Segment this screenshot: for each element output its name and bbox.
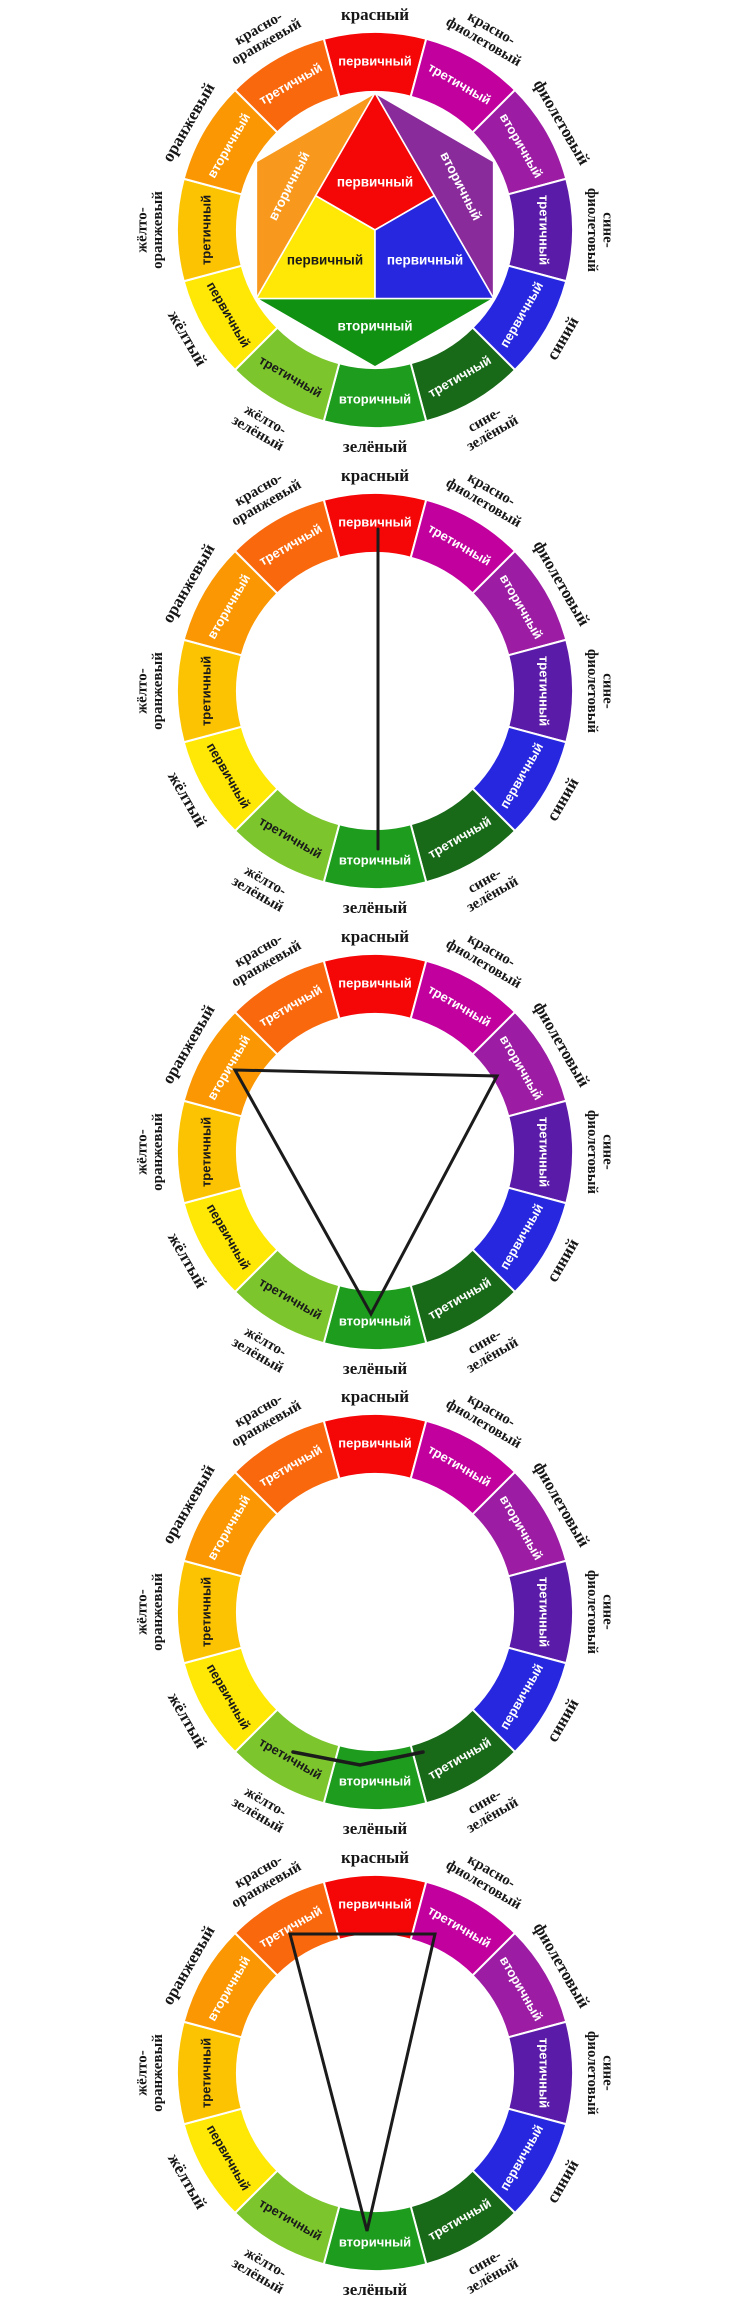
wheel-5-tier-label-green: вторичный <box>339 2235 411 2250</box>
wheel-3-segment-red-orange <box>233 959 341 1056</box>
wheel-2-tier-label-yellow-orange: третичный <box>199 656 214 726</box>
wheel-5-name-yellow-orange: жёлто-оранжевый <box>135 2034 166 2112</box>
wheel-3-tier-label-green: вторичный <box>339 1313 411 1328</box>
color-wheel-4-analogous: первичный третичныйвторичныйтретичныйперв… <box>135 1387 616 1838</box>
wheel-5-name-blue-green: сине-зелёный <box>456 2242 521 2298</box>
wheel-4-tier-label-green: вторичный <box>339 1774 411 1789</box>
wheel-3-name-yellow-green: жёлто-зелёный <box>229 1321 294 1377</box>
wheel-1-core-label-green: вторичный <box>337 318 412 333</box>
wheel-5-name-green: зелёный <box>343 2280 407 2299</box>
wheel-2-tier-label-green: вторичный <box>339 852 411 867</box>
wheel-4-tier-label-blue-violet: третичный <box>536 1577 551 1647</box>
name-line-1: сине- <box>599 673 615 709</box>
wheel-3-name-blue-violet: сине-фиолетовый <box>584 1110 615 1194</box>
wheel-4-scheme-analogous-line <box>291 1750 425 1768</box>
wheel-3-name-blue-green: сине-зелёный <box>456 1320 521 1376</box>
name-line-1: зелёный <box>343 1819 407 1838</box>
wheel-1-core-label-blue: первичный <box>387 252 463 267</box>
wheel-4-name-yellow-green: жёлто-зелёный <box>229 1781 294 1837</box>
name-line-2: оранжевый <box>150 652 166 730</box>
wheel-5-name-blue-violet: сине-фиолетовый <box>584 2031 615 2115</box>
wheel-4-segment-red-orange <box>233 1419 341 1517</box>
name-line-2: фиолетовый <box>584 1570 600 1654</box>
wheel-3-name-red: красный <box>341 927 409 946</box>
wheel-2-name-blue-violet: сине-фиолетовый <box>584 649 615 733</box>
wheel-2-name-green: зелёный <box>343 898 407 917</box>
name-line-1: сине- <box>599 1595 615 1631</box>
wheel-1-tier-label-red: первичный <box>338 53 411 68</box>
wheel-5-tier-label-red: первичный <box>338 1897 411 1912</box>
wheel-5-scheme-split-complementary-line <box>288 1932 437 2232</box>
name-line-1: сине- <box>599 1134 615 1170</box>
name-line-2: оранжевый <box>150 2034 166 2112</box>
wheel-1-tier-label-blue-violet: третичный <box>536 195 551 265</box>
wheel-3-scheme-triad-line <box>232 1068 500 1317</box>
wheel-2-tier-label-red: первичный <box>338 514 411 529</box>
wheel-3-name-yellow-orange: жёлто-оранжевый <box>135 1112 166 1190</box>
color-wheel-3-triad: первичный третичныйвторичныйтретичныйперв… <box>135 927 616 1378</box>
wheel-5-tier-label-blue-violet: третичный <box>536 2038 551 2108</box>
wheel-2-name-blue-green: сине-зелёный <box>456 860 521 916</box>
name-line-1: красный <box>341 927 409 946</box>
wheel-4-tier-label-yellow-orange: третичный <box>199 1577 214 1647</box>
wheel-3-name-green: зелёный <box>343 1359 407 1378</box>
wheel-1-core-label-red: первичный <box>337 174 413 189</box>
wheel-3-tier-label-red: первичный <box>338 975 411 990</box>
name-line-1: красный <box>341 466 409 485</box>
wheel-4-name-yellow-orange: жёлто-оранжевый <box>135 1573 166 1651</box>
wheel-4-tier-label-red: первичный <box>338 1436 411 1451</box>
wheel-1-tier-label-yellow-orange: третичный <box>199 195 214 265</box>
wheel-1-core-blue-primary <box>374 194 496 300</box>
name-line-1: жёлто- <box>135 668 151 714</box>
name-line-1: красный <box>341 1387 409 1406</box>
name-line-1: зелёный <box>343 437 407 456</box>
color-wheel-5-split-complementary: первичный третичныйвторичныйтретичныйперв… <box>135 1848 616 2299</box>
wheel-4-name-blue-violet: сине-фиолетовый <box>584 1570 615 1654</box>
name-line-1: зелёный <box>343 2280 407 2299</box>
wheel-1-name-yellow-orange: жёлто-оранжевый <box>135 191 166 269</box>
wheel-1-name-yellow-green: жёлто-зелёный <box>229 399 294 455</box>
wheel-3-tier-label-yellow-orange: третичный <box>199 1117 214 1187</box>
color-wheel-2-complementary: первичный третичныйвторичныйтретичныйперв… <box>135 466 616 917</box>
name-line-1: зелёный <box>343 1359 407 1378</box>
wheel-2-segment-red-orange <box>233 498 341 595</box>
name-line-1: зелёный <box>343 898 407 917</box>
wheel-3-tier-label-blue-violet: третичный <box>536 1117 551 1187</box>
wheel-2-name-red: красный <box>341 466 409 485</box>
wheel-1-segment-red-orange <box>233 37 341 134</box>
name-line-2: оранжевый <box>150 191 166 269</box>
name-line-1: сине- <box>599 212 615 248</box>
wheel-5-name-yellow-green: жёлто-зелёный <box>229 2242 294 2298</box>
wheel-2-tier-label-blue-violet: третичный <box>536 656 551 726</box>
wheel-1-core-label-yellow: первичный <box>287 252 363 267</box>
wheel-5-name-red: красный <box>341 1848 409 1867</box>
name-line-2: фиолетовый <box>584 1110 600 1194</box>
name-line-1: жёлто- <box>135 1129 151 1175</box>
wheel-4-name-blue-green: сине-зелёный <box>456 1781 521 1837</box>
wheel-1-name-blue-violet: сине-фиолетовый <box>584 188 615 272</box>
name-line-2: фиолетовый <box>584 2031 600 2115</box>
wheel-1-tier-label-green: вторичный <box>339 391 411 406</box>
color-wheel-1-itten-base: первичный первичный первичный вторичный втор… <box>135 5 616 456</box>
wheel-1-name-green: зелёный <box>343 437 407 456</box>
wheel-5-segment-red-orange <box>233 1880 341 1978</box>
name-line-1: красный <box>341 5 409 24</box>
wheel-5-tier-label-yellow-orange: третичный <box>199 2038 214 2108</box>
wheel-4-name-red: красный <box>341 1387 409 1406</box>
wheel-2-name-yellow-green: жёлто-зелёный <box>229 860 294 916</box>
name-line-2: оранжевый <box>150 1573 166 1651</box>
wheel-1-name-blue-green: сине-зелёный <box>456 399 521 455</box>
name-line-2: оранжевый <box>150 1112 166 1190</box>
name-line-1: жёлто- <box>135 2050 151 2096</box>
wheel-1-name-red: красный <box>341 5 409 24</box>
name-line-2: фиолетовый <box>584 649 600 733</box>
name-line-1: красный <box>341 1848 409 1867</box>
wheel-2-name-yellow-orange: жёлто-оранжевый <box>135 652 166 730</box>
name-line-1: сине- <box>599 2055 615 2091</box>
wheel-4-name-green: зелёный <box>343 1819 407 1838</box>
name-line-1: жёлто- <box>135 1590 151 1636</box>
name-line-1: жёлто- <box>135 207 151 253</box>
name-line-2: фиолетовый <box>584 188 600 272</box>
